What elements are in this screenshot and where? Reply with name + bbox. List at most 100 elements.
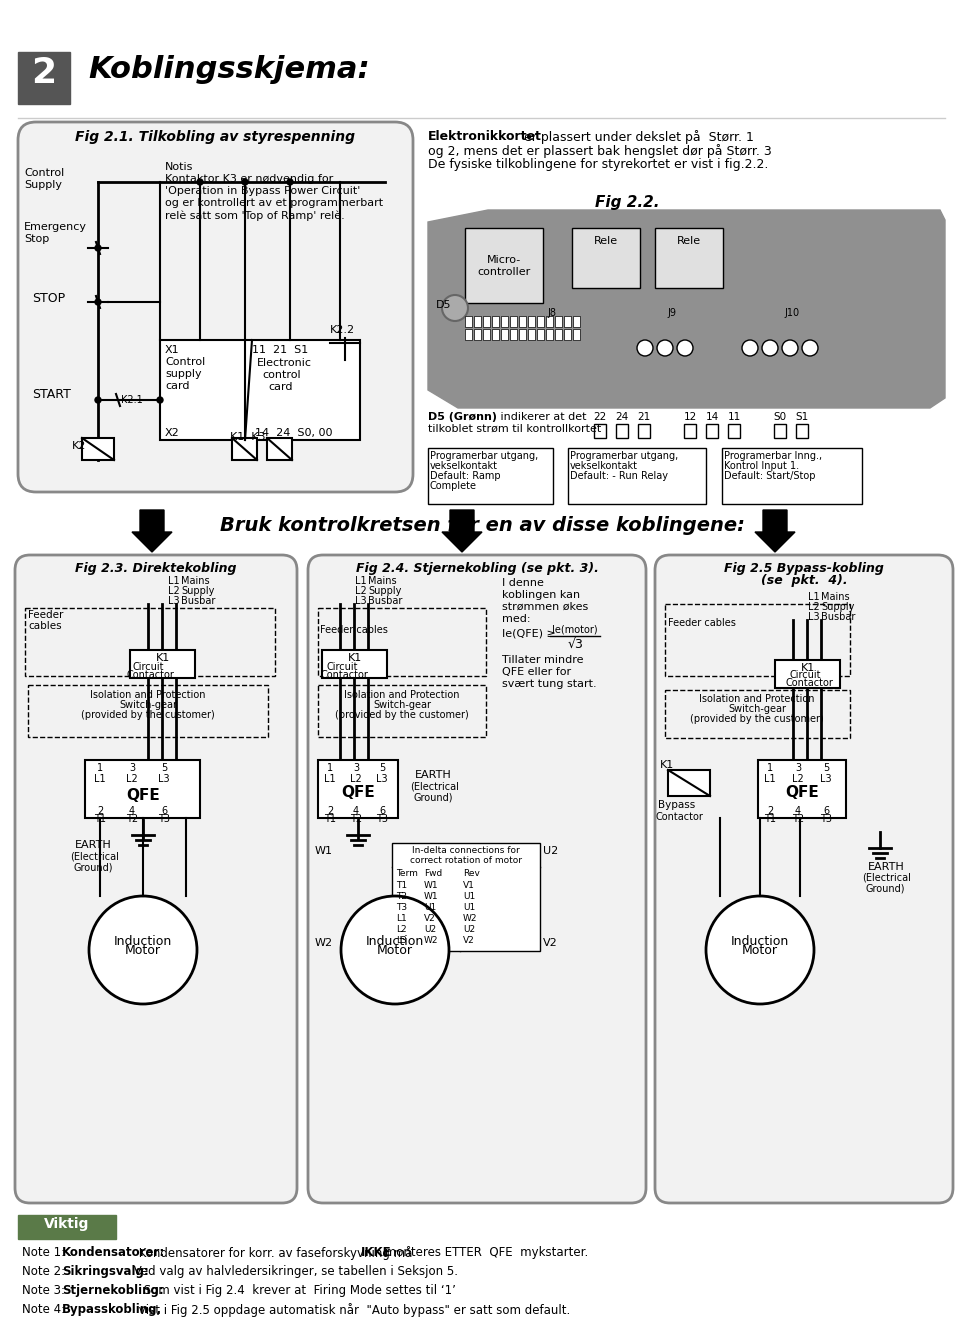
Circle shape: [762, 340, 778, 356]
Bar: [528, 316, 535, 326]
Text: L1: L1: [324, 773, 336, 784]
Text: L2: L2: [355, 586, 367, 595]
Text: Supply: Supply: [24, 181, 62, 190]
Text: START: START: [32, 388, 71, 401]
Text: (se  pkt.  4).: (se pkt. 4).: [760, 574, 848, 587]
Bar: [483, 316, 490, 326]
Text: Complete: Complete: [430, 480, 477, 491]
Text: Bypass: Bypass: [658, 800, 695, 809]
Text: L2: L2: [126, 773, 138, 784]
Text: Elektronikkortet: Elektronikkortet: [428, 130, 541, 143]
Text: Fwd: Fwd: [424, 868, 443, 878]
Text: V2: V2: [463, 937, 475, 945]
Circle shape: [89, 896, 197, 1004]
Bar: [796, 424, 808, 438]
Text: Note 3:: Note 3:: [22, 1284, 69, 1297]
Text: (Electrical: (Electrical: [862, 872, 911, 882]
Text: L2: L2: [792, 773, 804, 784]
Bar: [537, 316, 544, 326]
Text: Rev: Rev: [463, 868, 480, 878]
Text: 5: 5: [823, 763, 829, 773]
Text: K1  K3: K1 K3: [230, 432, 266, 442]
Text: QFE: QFE: [785, 784, 819, 800]
Text: Note 1:: Note 1:: [22, 1246, 69, 1259]
Text: tilkoblet strøm til kontrollkortet: tilkoblet strøm til kontrollkortet: [428, 424, 601, 434]
Text: 2: 2: [32, 56, 57, 90]
Text: 2: 2: [97, 805, 103, 816]
Text: K1: K1: [660, 760, 674, 769]
Text: Switch-gear: Switch-gear: [119, 700, 177, 710]
Bar: [465, 316, 472, 326]
Text: monteres ETTER  QFE  mykstarter.: monteres ETTER QFE mykstarter.: [381, 1246, 588, 1259]
Bar: [318, 685, 486, 737]
Bar: [428, 448, 553, 504]
Text: EARTH: EARTH: [75, 840, 111, 850]
Text: Contactor: Contactor: [126, 670, 174, 680]
Text: X2: X2: [165, 428, 180, 438]
Text: L3: L3: [168, 595, 180, 606]
Text: Note 4:: Note 4:: [22, 1303, 69, 1317]
Text: W1: W1: [315, 846, 333, 856]
Circle shape: [242, 179, 248, 185]
Text: L1: L1: [168, 575, 180, 586]
Bar: [546, 329, 553, 340]
Circle shape: [677, 340, 693, 356]
Text: I denne: I denne: [502, 578, 544, 587]
Text: Stjernekobling:: Stjernekobling:: [62, 1284, 164, 1297]
Text: Busbar: Busbar: [821, 611, 855, 622]
Text: Induction: Induction: [366, 935, 424, 949]
Text: vist i Fig 2.5 oppdage automatisk når  "Auto bypass" er satt som default.: vist i Fig 2.5 oppdage automatisk når "A…: [134, 1303, 570, 1317]
Text: 3: 3: [795, 763, 801, 773]
Circle shape: [706, 896, 814, 1004]
Text: U2: U2: [463, 925, 475, 934]
Text: Contactor: Contactor: [655, 812, 703, 822]
Text: W1: W1: [424, 892, 439, 900]
Bar: [775, 660, 840, 688]
Text: 2: 2: [767, 805, 773, 816]
Polygon shape: [428, 210, 945, 408]
Bar: [555, 329, 562, 340]
Text: 5: 5: [161, 763, 167, 773]
FancyBboxPatch shape: [18, 122, 413, 492]
Text: 6: 6: [161, 805, 167, 816]
Text: S1: S1: [796, 412, 808, 421]
Text: T3: T3: [158, 814, 170, 824]
Bar: [572, 227, 640, 288]
Circle shape: [442, 294, 468, 321]
Text: Ie(motor): Ie(motor): [552, 624, 598, 634]
Text: Ground): Ground): [413, 792, 452, 801]
Text: supply: supply: [165, 369, 202, 379]
Text: Koblingsskjema:: Koblingsskjema:: [88, 55, 370, 84]
Text: 6: 6: [823, 805, 829, 816]
Text: 3: 3: [353, 763, 359, 773]
Text: Contactor: Contactor: [320, 670, 368, 680]
Text: IKKE: IKKE: [360, 1246, 391, 1259]
Text: L3: L3: [376, 773, 388, 784]
Text: Feeder cables: Feeder cables: [668, 618, 736, 628]
Text: 2: 2: [326, 805, 333, 816]
Text: Viktig: Viktig: [44, 1218, 89, 1231]
Polygon shape: [755, 510, 795, 553]
Text: Switch-gear: Switch-gear: [728, 704, 786, 714]
Text: vekselkontakt: vekselkontakt: [570, 462, 638, 471]
Text: L1: L1: [808, 591, 820, 602]
Text: T1: T1: [764, 814, 776, 824]
Text: L1: L1: [355, 575, 367, 586]
Text: W1: W1: [424, 880, 439, 890]
Bar: [573, 329, 580, 340]
Bar: [267, 438, 292, 460]
Text: T1: T1: [324, 814, 336, 824]
Text: Term: Term: [396, 868, 418, 878]
Text: (provided by the customer): (provided by the customer): [690, 714, 824, 724]
Text: Rele: Rele: [677, 235, 701, 246]
Bar: [519, 316, 526, 326]
Circle shape: [95, 245, 101, 252]
Bar: [519, 329, 526, 340]
Text: Notis: Notis: [165, 162, 193, 173]
Bar: [528, 329, 535, 340]
Text: Fig 2.2.: Fig 2.2.: [595, 195, 660, 210]
Text: Kondensatorer for korr. av faseforskyvning må: Kondensatorer for korr. av faseforskyvni…: [134, 1246, 416, 1260]
Bar: [322, 650, 387, 678]
Bar: [492, 316, 499, 326]
Text: Programerbar utgang,: Programerbar utgang,: [570, 451, 679, 462]
